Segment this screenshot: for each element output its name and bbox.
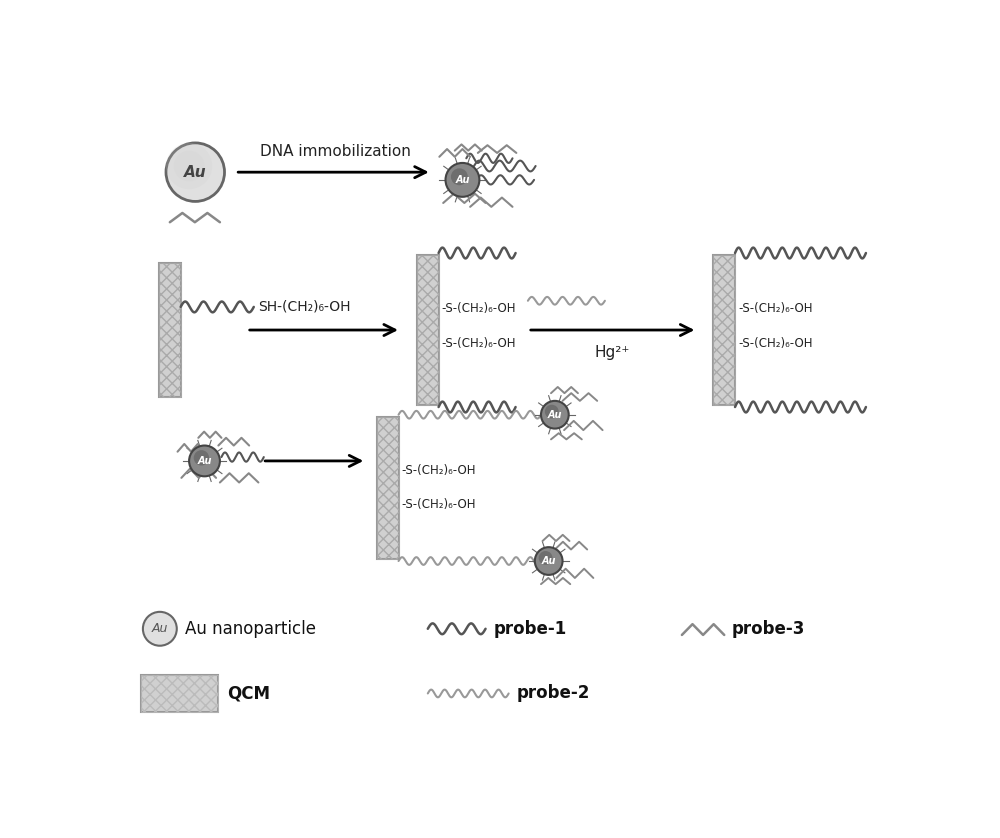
Bar <box>377 416 399 559</box>
Circle shape <box>143 612 177 646</box>
Text: Au: Au <box>541 556 556 566</box>
Text: SH-(CH₂)₆-OH: SH-(CH₂)₆-OH <box>258 299 351 313</box>
Circle shape <box>541 401 569 428</box>
Circle shape <box>166 143 225 201</box>
Bar <box>141 675 218 712</box>
Bar <box>377 416 399 559</box>
Text: -S-(CH₂)₆-OH: -S-(CH₂)₆-OH <box>738 338 813 350</box>
Text: DNA immobilization: DNA immobilization <box>260 144 411 159</box>
Text: Au: Au <box>455 175 470 185</box>
Circle shape <box>166 143 212 189</box>
Text: probe-3: probe-3 <box>732 620 805 638</box>
Circle shape <box>545 405 559 418</box>
Circle shape <box>539 551 553 565</box>
Text: -S-(CH₂)₆-OH: -S-(CH₂)₆-OH <box>402 464 476 478</box>
Text: QCM: QCM <box>228 685 271 702</box>
Text: Au: Au <box>197 456 212 466</box>
Bar <box>141 675 218 712</box>
Bar <box>713 255 735 405</box>
Text: probe-2: probe-2 <box>516 685 590 702</box>
Text: probe-1: probe-1 <box>493 620 566 638</box>
Text: Au nanoparticle: Au nanoparticle <box>185 620 316 638</box>
Bar <box>417 255 439 405</box>
Circle shape <box>535 547 563 575</box>
Bar <box>713 255 735 405</box>
Circle shape <box>446 163 479 197</box>
Text: Au: Au <box>184 165 207 179</box>
Bar <box>159 262 181 397</box>
Circle shape <box>451 168 468 185</box>
Circle shape <box>189 446 220 476</box>
Bar <box>159 262 181 397</box>
Text: -S-(CH₂)₆-OH: -S-(CH₂)₆-OH <box>402 499 476 511</box>
Text: -S-(CH₂)₆-OH: -S-(CH₂)₆-OH <box>738 302 813 315</box>
Text: -S-(CH₂)₆-OH: -S-(CH₂)₆-OH <box>442 302 516 315</box>
Bar <box>417 255 439 405</box>
Circle shape <box>194 450 209 466</box>
Circle shape <box>174 151 205 181</box>
Text: Au: Au <box>548 410 562 420</box>
Text: -S-(CH₂)₆-OH: -S-(CH₂)₆-OH <box>442 338 516 350</box>
Text: Au: Au <box>152 623 168 635</box>
Text: Hg²⁺: Hg²⁺ <box>595 345 630 360</box>
